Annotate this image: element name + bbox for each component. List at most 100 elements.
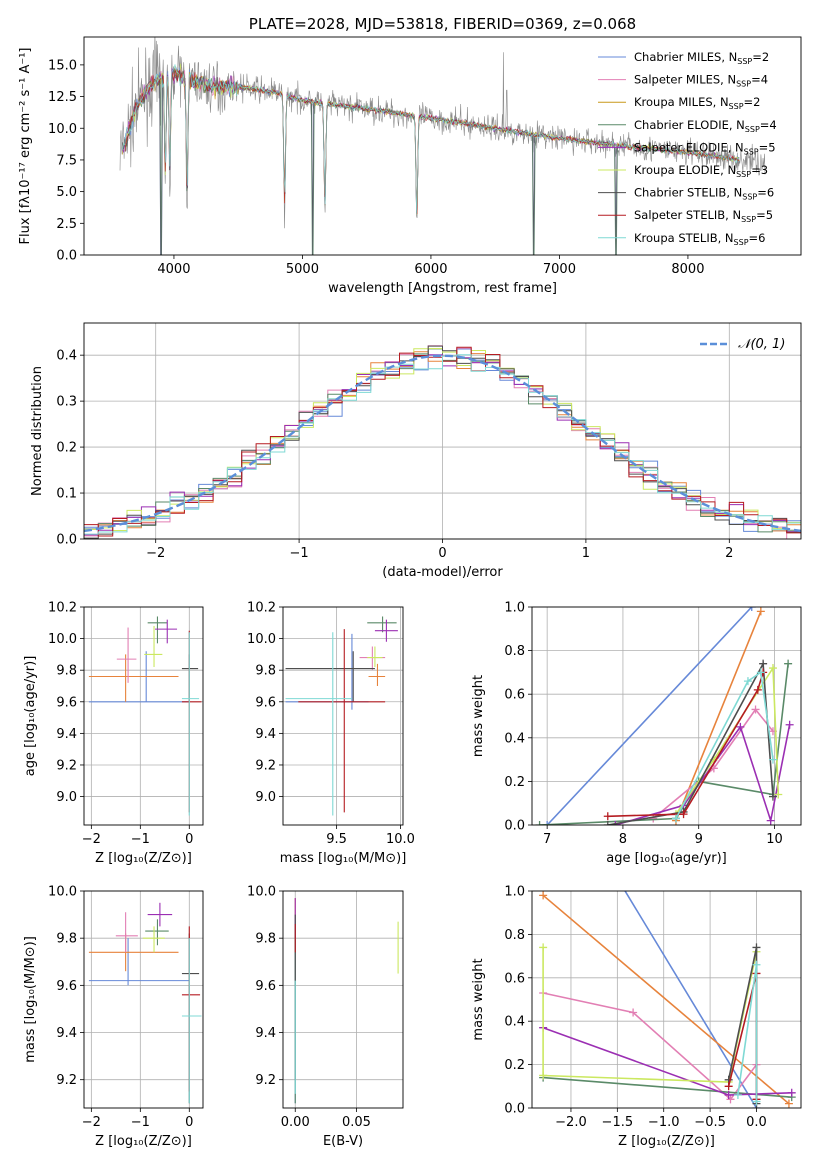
weight-marker: [747, 607, 756, 611]
weight-marker: [726, 1095, 735, 1104]
weight-line: [675, 671, 774, 819]
grid: [84, 606, 203, 825]
x-tick-label: 0: [185, 832, 193, 847]
x-tick-label: 9: [695, 832, 703, 847]
weight-line: [727, 947, 758, 1104]
y-tick-label: 9.2: [255, 758, 276, 773]
observed-spectrum: [119, 37, 766, 229]
y-tick-label: 9.4: [255, 727, 276, 742]
weight-line: [737, 964, 758, 1102]
y-tick-label: 15.0: [48, 58, 77, 73]
y-tick-label: 9.8: [56, 664, 77, 679]
x-axis-label: Z [log₁₀(Z/Z⊙)]: [95, 1134, 192, 1149]
axes-frame: [83, 890, 204, 1109]
y-axis-label: age [log₁₀(age/yr)]: [23, 656, 38, 777]
panel-age-vs-z: −2 −1 0 9.0 9.2 9.4 9.6 9.8 10.0 10.2 Z [log₁₀(Z/Z…: [23, 601, 204, 866]
weight-line: [542, 947, 758, 1083]
y-tick-label: 0.4: [504, 731, 525, 746]
x-tick-label: 0.00: [281, 1115, 310, 1130]
x-axis-label: E(B-V): [323, 1134, 363, 1149]
model-spectrum: [122, 64, 740, 214]
axes-frame: [83, 36, 802, 256]
grid: [283, 606, 403, 825]
y-tick-label: 10.2: [247, 601, 276, 616]
weight-line: [542, 992, 758, 1101]
y-tick-label: 9.6: [255, 695, 276, 710]
plot-area: [285, 616, 398, 816]
normal-curve: [84, 354, 801, 533]
plot-area: [294, 898, 399, 1104]
y-tick-label: 0.0: [504, 1102, 525, 1117]
weight-marker: [787, 1088, 796, 1097]
x-tick-label: 0: [185, 1115, 193, 1130]
weight-marker: [543, 821, 552, 825]
y-tick-label: 9.6: [56, 979, 77, 994]
axes-frame: [531, 606, 802, 826]
x-tick-label: 0.0: [746, 1115, 767, 1130]
x-axis-label: (data-model)/error: [382, 565, 503, 580]
weight-marker: [756, 607, 765, 616]
y-tick-label: 10.0: [247, 632, 276, 647]
y-tick-label: 9.4: [56, 727, 77, 742]
y-tick-label: 9.2: [56, 758, 77, 773]
y-tick-label: 5.0: [56, 185, 77, 200]
legend-entry: Chabrier ELODIE, NSSP=4: [634, 118, 777, 134]
weight-line: [607, 672, 764, 818]
x-tick-label: 7: [543, 832, 551, 847]
y-tick-label: 9.6: [56, 695, 77, 710]
x-axis-label: wavelength [Angstrom, rest frame]: [328, 281, 557, 296]
y-axis-label: Normed distribution: [30, 366, 45, 496]
legend-entry: Chabrier MILES, NSSP=2: [634, 50, 769, 66]
y-tick-label: 9.0: [56, 790, 77, 805]
x-axis-label: age [log₁₀(age/yr)]: [606, 851, 727, 866]
x-tick-label: −2.0: [555, 1115, 587, 1130]
y-tick-label: 9.2: [255, 1073, 276, 1088]
weight-line: [542, 894, 790, 1105]
weight-marker: [595, 844, 603, 852]
axes-frame: [282, 890, 404, 1109]
weight-line: [607, 660, 774, 825]
weight-marker: [752, 1097, 761, 1106]
weight-marker: [611, 821, 620, 825]
y-tick-label: 0.0: [504, 819, 525, 834]
panel-weight-vs-z: −2.0 −1.5 −1.0 −0.5 0.0 0.0 0.2 0.4 0.6 0.8 1.0 Z […: [471, 844, 802, 1149]
x-tick-label: −1.0: [648, 1115, 680, 1130]
weight-marker: [539, 1071, 548, 1080]
residual-histogram: [84, 354, 801, 535]
weight-marker: [733, 1090, 742, 1099]
weight-marker: [539, 943, 548, 952]
legend-entry: Chabrier STELIB, NSSP=6: [634, 186, 774, 202]
y-axis-label: mass weight: [471, 958, 486, 1040]
axes-frame: [83, 322, 802, 540]
y-tick-label: 1.0: [504, 601, 525, 616]
plot-area: [88, 616, 202, 816]
x-tick-label: −2: [82, 832, 101, 847]
x-tick-label: 6000: [414, 262, 447, 277]
weight-marker: [756, 668, 765, 677]
panel-spectrum: 4000 5000 6000 7000 8000 0.0 2.5 5.0 7.5 10.0 12.5…: [18, 15, 802, 296]
x-axis-label: Z [log₁₀(Z/Z⊙)]: [618, 1134, 715, 1149]
plot-area: [88, 902, 202, 1104]
x-tick-label: −1: [131, 832, 150, 847]
weight-marker: [759, 659, 768, 668]
y-tick-label: 9.8: [255, 932, 276, 947]
plot-area: [535, 607, 794, 825]
panel-residuals: −2 −1 0 1 2 0.0 0.1 0.2 0.3 0.4 (data-model)/error…: [30, 322, 802, 580]
legend-entry: Kroupa ELODIE, NSSP=3: [634, 163, 768, 179]
y-tick-label: 9.4: [255, 1026, 276, 1041]
weight-marker: [768, 755, 777, 764]
legend-entry: 𝒩(0, 1): [738, 337, 785, 352]
x-tick-label: 10.0: [386, 832, 415, 847]
x-tick-label: 7000: [543, 262, 576, 277]
y-tick-label: 0.8: [504, 644, 525, 659]
y-tick-label: 10.0: [48, 885, 77, 900]
y-tick-label: 9.8: [56, 932, 77, 947]
x-axis-label: mass [log₁₀(M/M⊙)]: [280, 851, 407, 866]
weight-marker: [649, 814, 658, 823]
x-tick-label: −1: [131, 1115, 150, 1130]
y-tick-label: 0.2: [504, 775, 525, 790]
weight-marker: [785, 720, 794, 729]
grid: [84, 890, 203, 1108]
x-tick-label: 5000: [286, 262, 319, 277]
